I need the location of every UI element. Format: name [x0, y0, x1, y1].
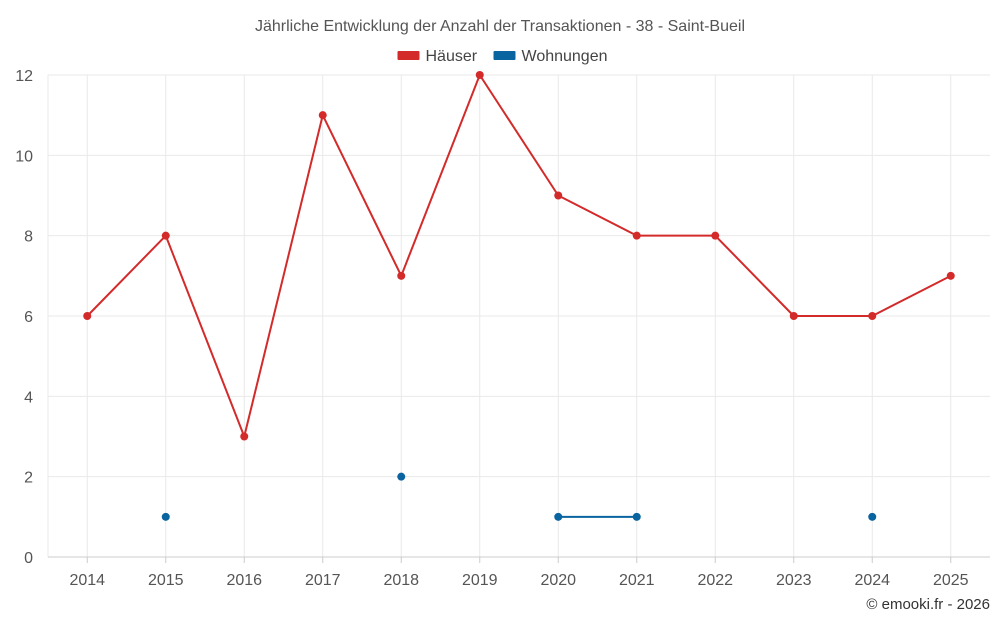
- y-tick-label: 10: [15, 148, 33, 165]
- axes: 0 2 4 6 8 10 12 2014 2015 2016 2017 2018 2019 2020 202…: [15, 68, 990, 589]
- x-tick-label: 2015: [148, 572, 184, 589]
- chart-title: Jährliche Entwicklung der Anzahl der Tra…: [255, 18, 745, 35]
- data-point[interactable]: [475, 71, 484, 79]
- data-point[interactable]: [789, 312, 798, 320]
- legend-swatch: [397, 51, 420, 60]
- data-point[interactable]: [161, 512, 170, 521]
- data-point[interactable]: [868, 312, 877, 320]
- series-line-segment: [164, 235, 246, 437]
- series-layer: [83, 71, 955, 521]
- legend-label: Wohnungen: [522, 48, 608, 65]
- legend-swatch: [493, 51, 516, 60]
- x-tick-label: 2023: [776, 572, 812, 589]
- data-point[interactable]: [554, 512, 563, 521]
- data-point[interactable]: [161, 231, 170, 240]
- x-tick-label: 2017: [305, 572, 341, 589]
- x-tick-label: 2018: [383, 572, 419, 589]
- y-tick-label: 12: [15, 68, 33, 85]
- x-tick-label: 2021: [619, 572, 655, 589]
- series-line-segment: [321, 114, 403, 277]
- data-point[interactable]: [397, 271, 406, 280]
- series-line-segment: [86, 234, 167, 317]
- data-point[interactable]: [946, 271, 955, 280]
- series-line-segment: [478, 74, 560, 197]
- y-tick-label: 4: [24, 389, 33, 406]
- data-point[interactable]: [868, 512, 877, 521]
- legend-item-0[interactable]: Häuser: [397, 48, 478, 65]
- y-tick-label: 0: [24, 550, 33, 567]
- x-tick-label: 2016: [226, 572, 262, 589]
- series-0: [83, 71, 955, 441]
- data-point[interactable]: [632, 231, 641, 240]
- grid: [47, 74, 990, 557]
- legend-label: Häuser: [426, 48, 478, 65]
- legend: Häuser Wohnungen: [397, 48, 608, 65]
- credit-text: © emooki.fr - 2026: [866, 596, 990, 613]
- x-tick-label: 2019: [462, 572, 498, 589]
- x-tick-label: 2025: [933, 572, 969, 589]
- series-1: [161, 472, 877, 521]
- data-point[interactable]: [711, 231, 720, 240]
- series-line-segment: [400, 74, 481, 277]
- series-line-segment: [871, 274, 952, 317]
- y-tick-label: 6: [24, 309, 33, 326]
- data-point[interactable]: [632, 512, 641, 521]
- x-tick-label: 2020: [540, 572, 576, 589]
- data-point[interactable]: [318, 111, 327, 120]
- x-tick-label: 2022: [697, 572, 733, 589]
- data-point[interactable]: [83, 312, 92, 320]
- x-tick-label: 2024: [854, 572, 890, 589]
- x-tick-label: 2014: [69, 572, 105, 589]
- y-tick-label: 2: [24, 470, 33, 487]
- series-line-segment: [557, 194, 638, 237]
- data-point[interactable]: [554, 191, 563, 200]
- y-tick-label: 8: [24, 229, 33, 246]
- series-line-segment: [714, 234, 795, 317]
- data-point[interactable]: [240, 432, 249, 441]
- data-point[interactable]: [397, 472, 406, 481]
- legend-item-1[interactable]: Wohnungen: [493, 48, 608, 65]
- series-line-segment: [243, 114, 324, 437]
